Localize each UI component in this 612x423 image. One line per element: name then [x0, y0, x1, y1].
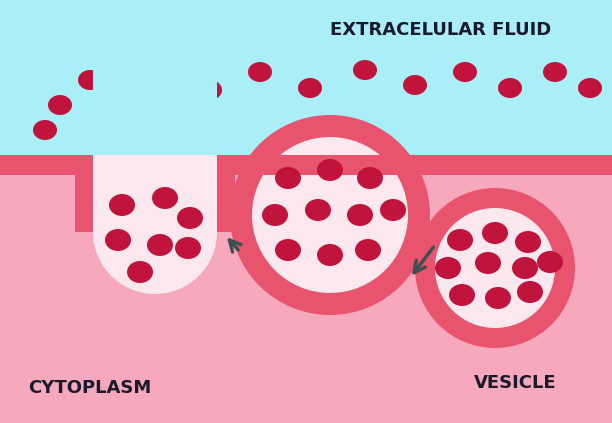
Bar [235, 155, 612, 175]
Ellipse shape [447, 229, 473, 251]
Ellipse shape [298, 78, 322, 98]
Bar [93, 0, 217, 155]
Ellipse shape [403, 75, 427, 95]
Wedge shape [93, 170, 217, 294]
Ellipse shape [317, 159, 343, 181]
Ellipse shape [347, 204, 373, 226]
Circle shape [252, 137, 408, 293]
Ellipse shape [543, 62, 567, 82]
Ellipse shape [109, 194, 135, 216]
Ellipse shape [33, 120, 57, 140]
Ellipse shape [537, 251, 563, 273]
Ellipse shape [78, 70, 102, 90]
Ellipse shape [449, 284, 475, 306]
Ellipse shape [517, 281, 543, 303]
Circle shape [435, 208, 555, 328]
Ellipse shape [515, 231, 541, 253]
Ellipse shape [498, 78, 522, 98]
Ellipse shape [152, 187, 178, 209]
Ellipse shape [275, 167, 301, 189]
Ellipse shape [305, 199, 331, 221]
Ellipse shape [380, 199, 406, 221]
Ellipse shape [475, 252, 501, 274]
Ellipse shape [512, 257, 538, 279]
Ellipse shape [248, 62, 272, 82]
Ellipse shape [578, 78, 602, 98]
Ellipse shape [353, 60, 377, 80]
Bar [93, 155, 217, 232]
Ellipse shape [485, 287, 511, 309]
Ellipse shape [482, 222, 508, 244]
Ellipse shape [48, 95, 72, 115]
Text: VESICLE: VESICLE [474, 374, 556, 392]
Ellipse shape [357, 167, 383, 189]
Ellipse shape [127, 261, 153, 283]
Ellipse shape [262, 204, 288, 226]
Ellipse shape [177, 207, 203, 229]
Ellipse shape [147, 234, 173, 256]
Bar [75, 155, 93, 232]
Ellipse shape [143, 75, 167, 95]
Ellipse shape [108, 100, 132, 120]
Text: EXTRACELULAR FLUID: EXTRACELULAR FLUID [330, 21, 551, 39]
Ellipse shape [317, 244, 343, 266]
Bar [217, 155, 235, 232]
Ellipse shape [453, 62, 477, 82]
Ellipse shape [105, 229, 131, 251]
Text: CYTOPLASM: CYTOPLASM [28, 379, 152, 397]
Circle shape [230, 115, 430, 315]
Bar [0, 0, 612, 155]
Ellipse shape [355, 239, 381, 261]
Ellipse shape [175, 237, 201, 259]
Ellipse shape [435, 257, 461, 279]
Ellipse shape [275, 239, 301, 261]
Bar [0, 155, 612, 423]
Circle shape [415, 188, 575, 348]
Wedge shape [75, 152, 235, 232]
Ellipse shape [198, 80, 222, 100]
Bar [0, 155, 612, 175]
Bar [0, 155, 75, 175]
